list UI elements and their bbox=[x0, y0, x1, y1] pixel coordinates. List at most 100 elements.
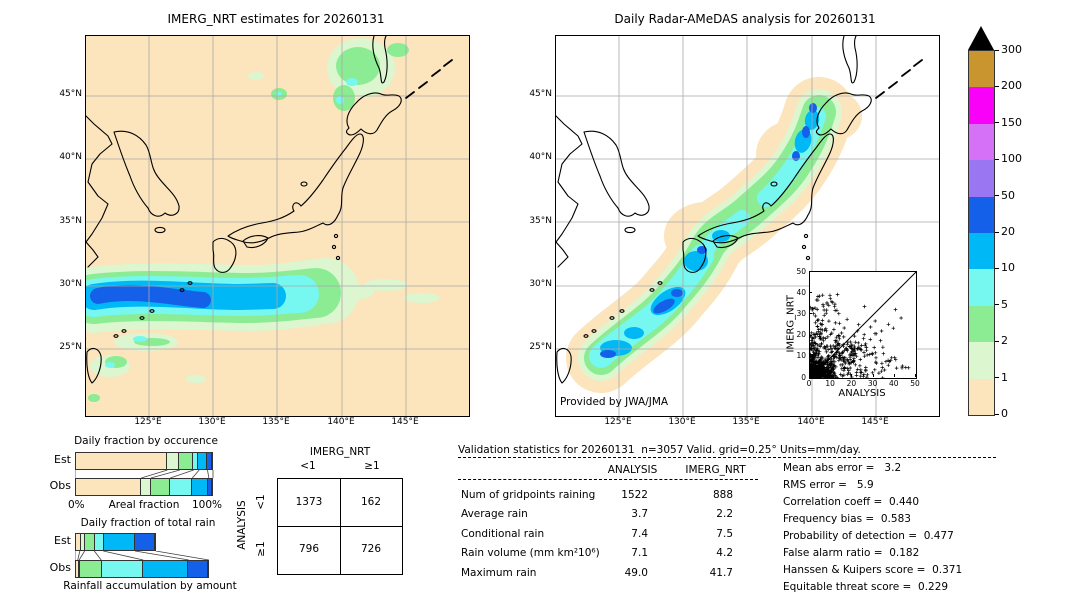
totalrain-obs-label: Obs bbox=[49, 561, 71, 574]
colorbar-segment bbox=[969, 160, 994, 197]
colorbar-tick-mark bbox=[995, 377, 999, 379]
inset-y-tick bbox=[809, 355, 812, 357]
colorbar-tick-mark bbox=[995, 122, 999, 124]
colorbar-tick-mark bbox=[995, 49, 999, 51]
totalrain-obs-bar bbox=[75, 560, 209, 578]
validation-row-analysis: 3.7 bbox=[631, 508, 648, 520]
score-item: Hanssen & Kuipers score = 0.371 bbox=[783, 564, 963, 576]
inset-y-tick bbox=[809, 377, 812, 378]
lat-tick-label: 40°N bbox=[529, 152, 552, 162]
colorbar-tick-label: 0 bbox=[1001, 407, 1008, 420]
lon-tick-label: 135°E bbox=[732, 417, 760, 427]
occurrence-obs-bar-segment bbox=[141, 479, 151, 495]
lat-tick-label: 35°N bbox=[59, 216, 82, 226]
occurrence-obs-bar-segment bbox=[207, 479, 212, 495]
colorbar-tick-label: 2 bbox=[1001, 334, 1008, 348]
validation-row-imerg: 4.2 bbox=[716, 547, 733, 559]
totalrain-bottom-label: Rainfall accumulation by amount bbox=[63, 580, 237, 592]
colorbar-tick-mark bbox=[995, 195, 999, 197]
totalrain-obs-bar-segment bbox=[80, 561, 102, 577]
inset-x-tick-label: 30 bbox=[867, 379, 878, 388]
left-map-coastlines bbox=[86, 36, 453, 384]
colorbar-segment bbox=[969, 233, 994, 270]
validation-col-imerg: IMERG_NRT bbox=[685, 464, 746, 476]
lat-tick-label: 40°N bbox=[59, 152, 82, 162]
occurrence-est-bar-segment bbox=[206, 453, 212, 469]
inset-x-tick-label: 20 bbox=[846, 379, 857, 388]
colorbar-tick-mark bbox=[995, 267, 999, 269]
colorbar-tick-label: 5 bbox=[1001, 297, 1008, 311]
occurrence-est-bar-segment bbox=[192, 453, 199, 469]
lat-tick-label: 45°N bbox=[59, 89, 82, 99]
colorbar-segment bbox=[969, 305, 994, 343]
lat-tick-label: 30°N bbox=[59, 279, 82, 289]
inset-y-tick-label: 0 bbox=[801, 372, 806, 382]
totalrain-est-bar-segment bbox=[94, 534, 104, 550]
occurrence-obs-bar-segment bbox=[191, 479, 208, 495]
validation-row-analysis: 7.4 bbox=[631, 528, 648, 540]
lat-tick-label: 25°N bbox=[529, 342, 552, 352]
colorbar-tick-label: 100 bbox=[1001, 152, 1022, 166]
colorbar-tick-mark bbox=[995, 304, 999, 306]
colorbar-segment bbox=[969, 51, 994, 88]
colorbar-tick-label: 10 bbox=[1001, 261, 1015, 275]
left-map-title: IMERG_NRT estimates for 20260131 bbox=[167, 12, 385, 26]
occurrence-chart-title: Daily fraction by occurence bbox=[74, 435, 218, 447]
occurrence-x-label: Areal fraction bbox=[108, 499, 180, 511]
validation-row-imerg: 7.5 bbox=[716, 528, 733, 540]
colorbar-tick-label: 1 bbox=[1001, 370, 1008, 384]
occurrence-est-bar-segment bbox=[76, 453, 168, 469]
totalrain-obs-bar-segment bbox=[188, 561, 208, 577]
colorbar-tick-label: 200 bbox=[1001, 79, 1022, 93]
inset-x-tick bbox=[851, 374, 853, 377]
totalrain-obs-bar-segment bbox=[78, 561, 81, 577]
inset-x-tick bbox=[872, 374, 874, 377]
inset-y-tick bbox=[809, 292, 812, 294]
left-rain-field bbox=[86, 38, 440, 402]
score-item: Mean abs error = 3.2 bbox=[783, 462, 902, 474]
inset-x-tick bbox=[809, 374, 810, 377]
colorbar-segment bbox=[969, 269, 994, 306]
validation-row-label: Rain volume (mm km²10⁶) bbox=[461, 547, 600, 559]
occurrence-est-bar-segment bbox=[198, 453, 207, 469]
totalrain-est-bar-segment bbox=[76, 534, 81, 550]
validation-row-label: Num of gridpoints raining bbox=[461, 489, 596, 501]
totalrain-est-bar bbox=[75, 533, 156, 551]
colorbar-tick-mark bbox=[995, 413, 999, 415]
left-map-grid bbox=[86, 36, 469, 416]
colorbar-segment bbox=[969, 196, 994, 233]
occurrence-obs-bar-segment bbox=[76, 479, 142, 495]
contingency-cell-10: 796 bbox=[298, 543, 320, 555]
contingency-row-label-1: ≥1 bbox=[254, 541, 267, 557]
occurrence-obs-label: Obs bbox=[49, 479, 71, 492]
totalrain-connectors bbox=[75, 551, 209, 560]
inset-y-tick bbox=[809, 334, 812, 336]
colorbar-bar bbox=[968, 50, 995, 416]
inset-y-tick bbox=[809, 313, 812, 315]
validation-row-analysis: 49.0 bbox=[624, 567, 648, 579]
contingency-cell-01: 162 bbox=[360, 496, 382, 508]
occurrence-est-label: Est bbox=[54, 453, 71, 466]
occurrence-obs-bar bbox=[75, 478, 213, 496]
scatter-inset bbox=[809, 271, 917, 379]
right-rain-field bbox=[566, 77, 862, 393]
inset-x-tick-label: 50 bbox=[910, 379, 920, 388]
lon-tick-label: 140°E bbox=[327, 417, 355, 427]
score-item: Probability of detection = 0.477 bbox=[783, 530, 954, 542]
totalrain-chart-title: Daily fraction of total rain bbox=[80, 517, 216, 529]
totalrain-est-bar-segment bbox=[80, 534, 86, 550]
contingency-table: 1373 162 796 726 bbox=[277, 478, 403, 575]
colorbar-segment bbox=[969, 87, 994, 124]
score-item: Frequency bias = 0.583 bbox=[783, 513, 911, 525]
lon-tick-label: 125°E bbox=[604, 417, 632, 427]
inset-y-tick-label: 30 bbox=[796, 308, 806, 318]
scatter-plot bbox=[810, 272, 916, 378]
contingency-row-title: ANALYSIS bbox=[235, 500, 248, 550]
validation-row-analysis: 7.1 bbox=[631, 547, 648, 559]
occurrence-obs-bar-segment bbox=[150, 479, 170, 495]
occurrence-est-bar-segment bbox=[179, 453, 193, 469]
lon-tick-label: 130°E bbox=[668, 417, 696, 427]
contingency-col-label-1: ≥1 bbox=[364, 460, 380, 472]
occurrence-est-bar-segment bbox=[167, 453, 180, 469]
